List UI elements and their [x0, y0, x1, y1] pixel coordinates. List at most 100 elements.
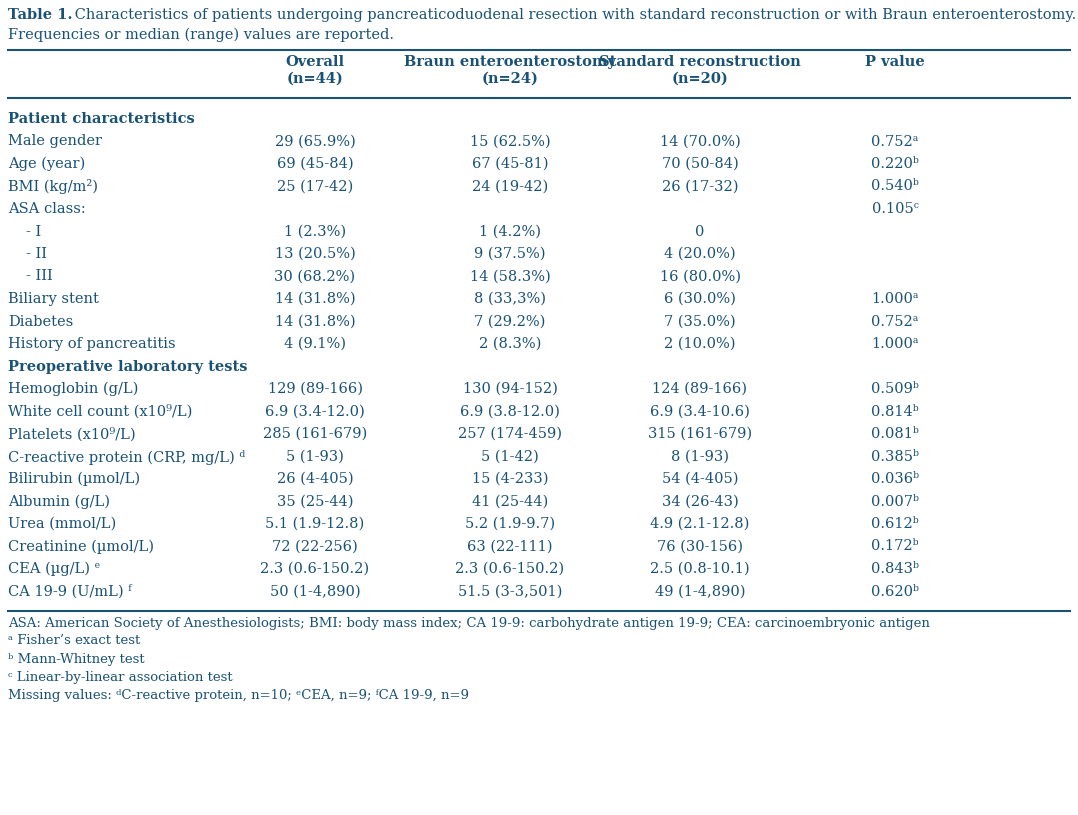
Text: Braun enteroenterostomy: Braun enteroenterostomy: [404, 55, 616, 69]
Text: Characteristics of patients undergoing pancreaticoduodenal resection with standa: Characteristics of patients undergoing p…: [70, 8, 1076, 22]
Text: White cell count (x10⁹/L): White cell count (x10⁹/L): [8, 404, 192, 419]
Text: 70 (50-84): 70 (50-84): [662, 157, 738, 171]
Text: ASA: American Society of Anesthesiologists; BMI: body mass index; CA 19-9: carbo: ASA: American Society of Anesthesiologis…: [8, 616, 930, 629]
Text: 1 (2.3%): 1 (2.3%): [284, 224, 346, 239]
Text: 315 (161-679): 315 (161-679): [648, 427, 752, 441]
Text: 14 (31.8%): 14 (31.8%): [275, 315, 356, 328]
Text: History of pancreatitis: History of pancreatitis: [8, 337, 176, 351]
Text: 8 (1-93): 8 (1-93): [671, 450, 729, 464]
Text: 0.036ᵇ: 0.036ᵇ: [871, 472, 920, 486]
Text: 13 (20.5%): 13 (20.5%): [275, 247, 356, 261]
Text: 72 (22-256): 72 (22-256): [272, 540, 358, 553]
Text: Urea (mmol/L): Urea (mmol/L): [8, 517, 116, 531]
Text: 0.081ᵇ: 0.081ᵇ: [871, 427, 918, 441]
Text: 5.1 (1.9-12.8): 5.1 (1.9-12.8): [265, 517, 364, 531]
Text: 35 (25-44): 35 (25-44): [277, 495, 354, 509]
Text: P value: P value: [866, 55, 925, 69]
Text: 2.3 (0.6-150.2): 2.3 (0.6-150.2): [261, 562, 370, 576]
Text: Frequencies or median (range) values are reported.: Frequencies or median (range) values are…: [8, 28, 393, 42]
Text: CEA (µg/L) ᵉ: CEA (µg/L) ᵉ: [8, 562, 100, 576]
Text: 29 (65.9%): 29 (65.9%): [275, 134, 356, 148]
Text: 0.509ᵇ: 0.509ᵇ: [871, 382, 918, 396]
Text: 2 (10.0%): 2 (10.0%): [664, 337, 736, 351]
Text: 50 (1-4,890): 50 (1-4,890): [270, 584, 360, 598]
Text: 67 (45-81): 67 (45-81): [472, 157, 549, 171]
Text: (n=20): (n=20): [672, 72, 729, 86]
Text: 1.000ᵃ: 1.000ᵃ: [871, 292, 918, 306]
Text: 0.612ᵇ: 0.612ᵇ: [871, 517, 918, 531]
Text: 2 (8.3%): 2 (8.3%): [479, 337, 541, 351]
Text: 1.000ᵃ: 1.000ᵃ: [871, 337, 918, 351]
Text: 2.5 (0.8-10.1): 2.5 (0.8-10.1): [650, 562, 750, 576]
Text: ASA class:: ASA class:: [8, 202, 86, 216]
Text: 5.2 (1.9-9.7): 5.2 (1.9-9.7): [465, 517, 555, 531]
Text: 41 (25-44): 41 (25-44): [472, 495, 548, 509]
Text: 0.843ᵇ: 0.843ᵇ: [871, 562, 918, 576]
Text: 49 (1-4,890): 49 (1-4,890): [654, 584, 745, 598]
Text: 0.752ᵃ: 0.752ᵃ: [871, 315, 918, 328]
Text: 69 (45-84): 69 (45-84): [277, 157, 354, 171]
Text: 34 (26-43): 34 (26-43): [662, 495, 738, 509]
Text: 7 (35.0%): 7 (35.0%): [664, 315, 736, 328]
Text: 14 (70.0%): 14 (70.0%): [660, 134, 741, 148]
Text: Patient characteristics: Patient characteristics: [8, 112, 195, 126]
Text: 4 (20.0%): 4 (20.0%): [664, 247, 736, 261]
Text: Albumin (g/L): Albumin (g/L): [8, 495, 110, 509]
Text: 4.9 (2.1-12.8): 4.9 (2.1-12.8): [650, 517, 749, 531]
Text: 0.752ᵃ: 0.752ᵃ: [871, 134, 918, 148]
Text: 8 (33,3%): 8 (33,3%): [474, 292, 545, 306]
Text: 7 (29.2%): 7 (29.2%): [474, 315, 545, 328]
Text: 1 (4.2%): 1 (4.2%): [479, 224, 541, 239]
Text: CA 19-9 (U/mL) ᶠ: CA 19-9 (U/mL) ᶠ: [8, 584, 132, 599]
Text: Missing values: ᵈC-reactive protein, n=10; ᵉCEA, n=9; ᶠCA 19-9, n=9: Missing values: ᵈC-reactive protein, n=1…: [8, 689, 469, 702]
Text: 25 (17-42): 25 (17-42): [277, 179, 354, 193]
Text: Diabetes: Diabetes: [8, 315, 73, 328]
Text: Bilirubin (µmol/L): Bilirubin (µmol/L): [8, 472, 140, 487]
Text: Overall: Overall: [286, 55, 345, 69]
Text: Platelets (x10⁹/L): Platelets (x10⁹/L): [8, 427, 136, 442]
Text: (n=44): (n=44): [287, 72, 344, 86]
Text: 130 (94-152): 130 (94-152): [462, 382, 557, 396]
Text: 4 (9.1%): 4 (9.1%): [284, 337, 346, 351]
Text: 0.172ᵇ: 0.172ᵇ: [871, 540, 918, 553]
Text: 257 (174-459): 257 (174-459): [458, 427, 562, 441]
Text: 5 (1-42): 5 (1-42): [481, 450, 539, 464]
Text: 9 (37.5%): 9 (37.5%): [474, 247, 545, 261]
Text: 30 (68.2%): 30 (68.2%): [275, 270, 356, 284]
Text: 15 (4-233): 15 (4-233): [472, 472, 549, 486]
Text: 0.105ᶜ: 0.105ᶜ: [871, 202, 918, 216]
Text: 5 (1-93): 5 (1-93): [286, 450, 344, 464]
Text: C-reactive protein (CRP, mg/L) ᵈ: C-reactive protein (CRP, mg/L) ᵈ: [8, 450, 246, 465]
Text: 14 (58.3%): 14 (58.3%): [470, 270, 551, 284]
Text: 76 (30-156): 76 (30-156): [657, 540, 743, 553]
Text: 16 (80.0%): 16 (80.0%): [660, 270, 741, 284]
Text: - II: - II: [26, 247, 47, 261]
Text: 0: 0: [695, 224, 705, 239]
Text: 15 (62.5%): 15 (62.5%): [470, 134, 550, 148]
Text: Age (year): Age (year): [8, 157, 85, 171]
Text: 0.007ᵇ: 0.007ᵇ: [871, 495, 918, 509]
Text: 2.3 (0.6-150.2): 2.3 (0.6-150.2): [455, 562, 565, 576]
Text: ᵇ Mann-Whitney test: ᵇ Mann-Whitney test: [8, 653, 144, 666]
Text: 6.9 (3.4-10.6): 6.9 (3.4-10.6): [650, 404, 750, 418]
Text: 51.5 (3-3,501): 51.5 (3-3,501): [458, 584, 563, 598]
Text: 26 (4-405): 26 (4-405): [277, 472, 354, 486]
Text: 0.620ᵇ: 0.620ᵇ: [871, 584, 918, 598]
Text: BMI (kg/m²): BMI (kg/m²): [8, 179, 98, 195]
Text: Biliary stent: Biliary stent: [8, 292, 99, 306]
Text: 129 (89-166): 129 (89-166): [267, 382, 362, 396]
Text: 124 (89-166): 124 (89-166): [652, 382, 747, 396]
Text: 6.9 (3.8-12.0): 6.9 (3.8-12.0): [460, 404, 559, 418]
Text: (n=24): (n=24): [482, 72, 538, 86]
Text: Preoperative laboratory tests: Preoperative laboratory tests: [8, 359, 248, 373]
Text: Table 1.: Table 1.: [8, 8, 72, 22]
Text: 54 (4-405): 54 (4-405): [662, 472, 738, 486]
Text: Hemoglobin (g/L): Hemoglobin (g/L): [8, 382, 138, 396]
Text: - I: - I: [26, 224, 41, 239]
Text: 0.540ᵇ: 0.540ᵇ: [871, 179, 918, 193]
Text: Standard reconstruction: Standard reconstruction: [599, 55, 801, 69]
Text: 63 (22-111): 63 (22-111): [467, 540, 553, 553]
Text: - III: - III: [26, 270, 53, 284]
Text: ᵃ Fisher’s exact test: ᵃ Fisher’s exact test: [8, 635, 140, 647]
Text: 6.9 (3.4-12.0): 6.9 (3.4-12.0): [265, 404, 364, 418]
